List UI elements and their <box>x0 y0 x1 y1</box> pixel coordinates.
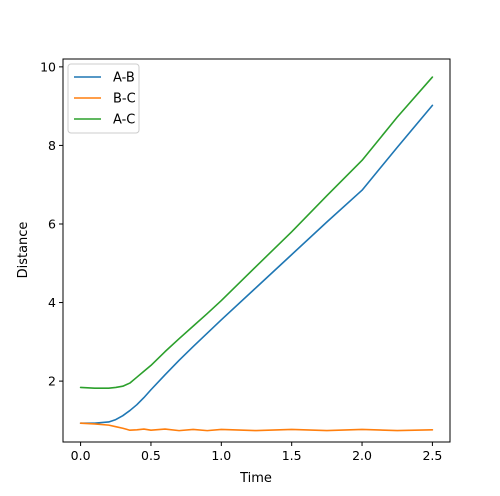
series-layer <box>79 76 434 432</box>
series-line-a-c <box>79 76 434 389</box>
y-axis: 2 4 6 8 10 <box>40 59 63 389</box>
legend-label-a-b: A-B <box>113 71 135 86</box>
y-tick-label: 10 <box>40 59 56 74</box>
legend: A-B B-C A-C <box>67 63 140 134</box>
x-axis: 0.0 0.5 1.0 1.5 2.0 2.5 <box>71 442 442 463</box>
y-tick-label: 6 <box>48 216 56 231</box>
plot-frame <box>62 58 451 443</box>
series-line-a-b <box>79 104 434 424</box>
x-axis-label: Time <box>239 471 272 486</box>
legend-box <box>67 63 140 134</box>
x-tick-label: 1.0 <box>211 448 231 463</box>
x-tick-label: 2.5 <box>422 448 442 463</box>
legend-label-a-c: A-C <box>113 113 135 128</box>
legend-label-b-c: B-C <box>113 92 136 107</box>
x-tick-label: 0.0 <box>71 448 91 463</box>
y-tick-label: 8 <box>48 138 56 153</box>
series-line-b-c <box>79 422 434 432</box>
y-tick-label: 4 <box>48 295 56 310</box>
x-tick-label: 2.0 <box>352 448 372 463</box>
x-tick-label: 0.5 <box>141 448 161 463</box>
y-tick-label: 2 <box>48 374 56 389</box>
y-axis-label: Distance <box>16 222 31 279</box>
x-tick-label: 1.5 <box>282 448 302 463</box>
